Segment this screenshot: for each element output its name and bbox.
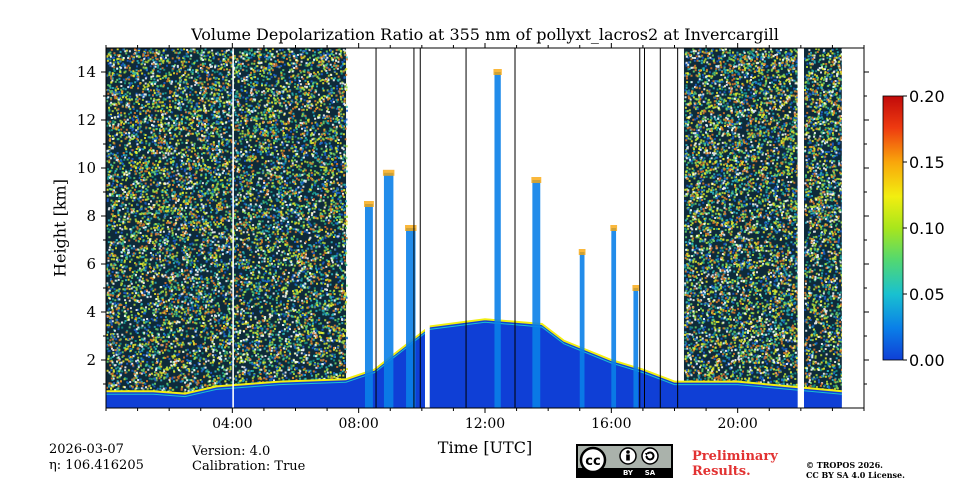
x-tick-label: 12:00 (465, 416, 505, 432)
boundary-layer-edge (106, 321, 842, 398)
y-tick-label: 10 (77, 159, 96, 177)
y-tick-label: 2 (86, 351, 96, 369)
aerosol-column (494, 72, 501, 408)
preliminary-line1: Preliminary (692, 449, 778, 464)
cc-icon (579, 446, 607, 474)
colorbar-tick-label: 0.10 (909, 219, 945, 238)
cloud-top (531, 177, 542, 183)
version-label: Version: 4.0 (192, 444, 271, 459)
aerosol-column (406, 228, 416, 408)
cloud-top (610, 225, 618, 231)
colorbar (882, 95, 904, 361)
x-tick-label: 08:00 (338, 416, 378, 432)
noise-region (683, 48, 800, 408)
cloud-top (493, 69, 502, 75)
colorbar-tick-label: 0.15 (909, 153, 945, 172)
cc-license-badge: cc BY SA (576, 444, 673, 478)
y-tick-label: 4 (86, 303, 96, 321)
boundary-layer-top (106, 318, 842, 395)
svg-text:cc: cc (585, 454, 600, 469)
colorbar-ticks: 0.00 0.05 0.10 0.15 0.20 (903, 87, 945, 370)
sa-share-icon (641, 447, 659, 465)
chart-title: Volume Depolarization Ratio at 355 nm of… (191, 25, 779, 44)
data-gap (232, 48, 234, 408)
cloud-top (632, 285, 640, 291)
preliminary-line2: Results. (692, 464, 751, 479)
y-axis-label: Height [km] (50, 179, 70, 277)
x-axis-label: Time [UTC] (437, 438, 533, 457)
aerosol-column (383, 172, 394, 408)
data-gap (841, 48, 864, 408)
noise-region (803, 48, 844, 408)
y-tick-label: 12 (77, 111, 96, 129)
copyright-line1: © TROPOS 2026. (806, 460, 883, 470)
aerosol-column (364, 204, 373, 408)
cloud-top (382, 169, 395, 176)
axes: 04:00 08:00 12:00 16:00 20:00 2 4 6 8 10 12 14 (77, 43, 869, 432)
data-gap (424, 48, 430, 408)
x-tick-label: 16:00 (591, 416, 631, 432)
colorbar-tick-label: 0.05 (909, 285, 945, 304)
eta-label: η: 106.416205 (49, 458, 144, 473)
aerosol-column (579, 252, 585, 408)
cloud-top (405, 225, 417, 231)
noise-region (106, 48, 348, 408)
y-tick-label: 8 (86, 207, 96, 225)
date-label: 2026-03-07 (49, 442, 124, 457)
sa-label: SA (645, 469, 656, 477)
data-gap (797, 48, 804, 408)
plot-area (106, 48, 864, 408)
cloud-top (578, 249, 586, 255)
x-tick-label: 04:00 (212, 416, 252, 432)
colorbar-tick-label: 0.20 (909, 87, 945, 106)
aerosol-column (532, 180, 541, 408)
boundary-layer (106, 319, 842, 408)
y-tick-label: 6 (86, 255, 96, 273)
copyright-line2: CC BY SA 4.0 License. (806, 470, 905, 480)
x-tick-label: 20:00 (717, 416, 757, 432)
aerosol-column (611, 228, 617, 408)
colorbar-tick-label: 0.00 (909, 351, 945, 370)
y-tick-label: 14 (77, 63, 96, 81)
cloud-top (363, 201, 374, 207)
aerosol-column (633, 288, 639, 408)
calibration-label: Calibration: True (192, 459, 306, 474)
by-label: BY (623, 469, 634, 477)
